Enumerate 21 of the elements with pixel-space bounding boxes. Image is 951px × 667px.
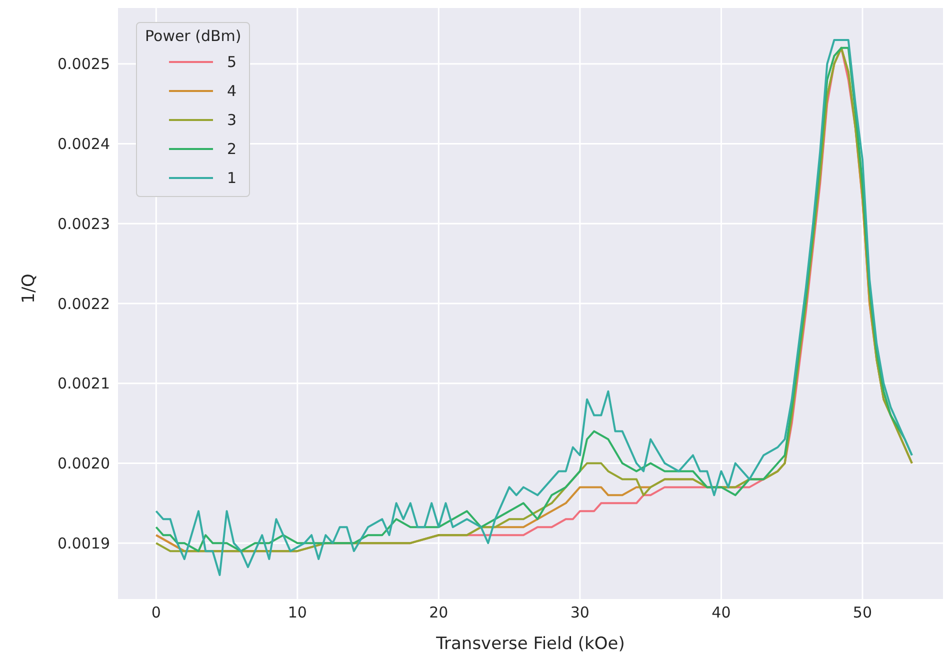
legend-label: 4	[227, 82, 237, 100]
legend-label: 3	[227, 110, 237, 128]
y-axis-title: 1/Q	[19, 274, 40, 304]
x-tick-label: 50	[852, 604, 872, 622]
legend-label: 2	[227, 140, 237, 158]
x-tick-label: 30	[570, 604, 590, 622]
x-tick-label: 10	[288, 604, 307, 622]
legend-label: 5	[227, 52, 237, 70]
y-tick-label: 0.0021	[58, 374, 110, 393]
y-tick-label: 0.0022	[58, 294, 110, 313]
x-tick-label: 0	[151, 604, 161, 622]
x-axis-title: Transverse Field (kOe)	[435, 634, 625, 654]
y-tick-label: 0.0023	[58, 214, 110, 233]
y-tick-label: 0.0020	[58, 454, 110, 473]
y-tick-label: 0.0025	[58, 55, 110, 74]
x-tick-label: 40	[712, 604, 731, 622]
legend-title: Power (dBm)	[145, 27, 242, 45]
y-tick-label: 0.0024	[58, 135, 110, 154]
y-tick-label: 0.0019	[58, 534, 110, 552]
x-tick-label: 20	[429, 604, 448, 622]
legend-label: 1	[227, 168, 237, 186]
